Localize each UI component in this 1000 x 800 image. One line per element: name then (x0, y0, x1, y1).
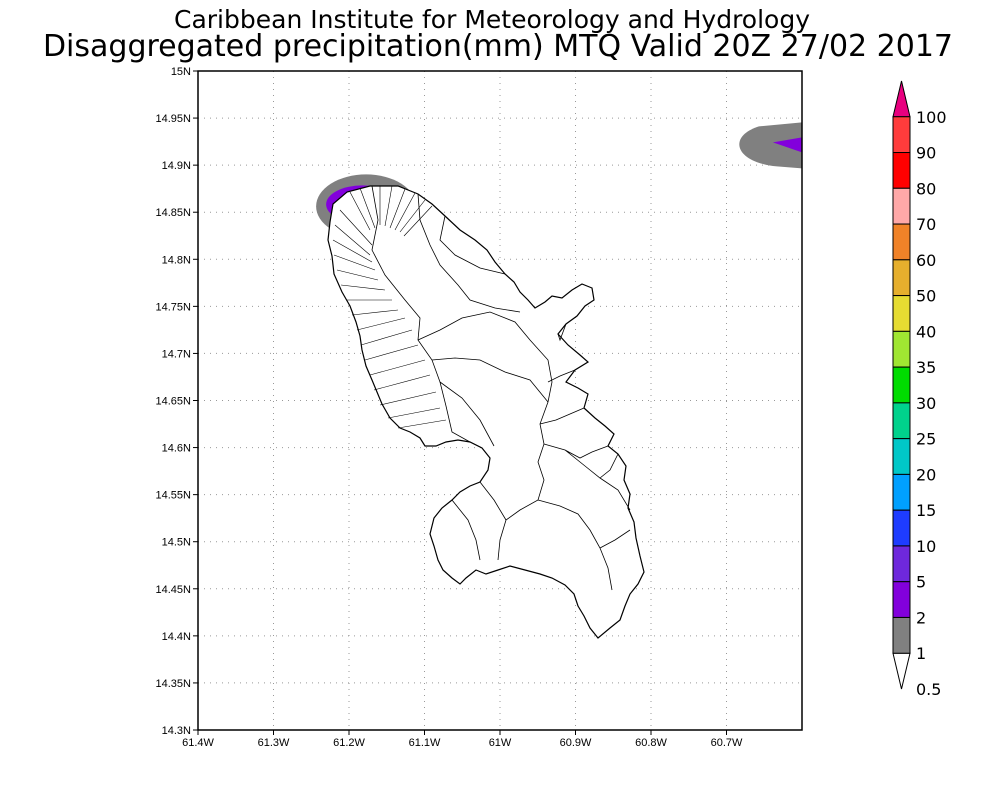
lon-tick-label: 61.1W (409, 737, 441, 749)
lon-tick-label: 60.9W (560, 737, 592, 749)
colorbar-segment (892, 652, 911, 690)
lat-tick-label: 14.85N (156, 207, 192, 219)
lat-tick-label: 14.95N (156, 113, 192, 125)
coastline (327, 185, 645, 639)
colorbar-label: 1 (916, 644, 926, 663)
lon-tick-label: 61.4W (182, 737, 214, 749)
colorbar-segment (892, 295, 911, 332)
precip-contour-0-5-northeast (739, 122, 802, 169)
colorbar-label: 5 (916, 573, 926, 592)
colorbar: 100 90 80 70 60 50 40 35 30 25 20 15 10 5 2 1 0.5 (892, 80, 947, 699)
colorbar-label: 25 (916, 430, 936, 449)
colorbar-label: 100 (916, 108, 947, 127)
colorbar-segment (892, 366, 911, 404)
colorbar-segment (892, 402, 911, 440)
colorbar-label: 2 (916, 608, 926, 627)
colorbar-label: 50 (916, 287, 936, 306)
lat-tick-label: 14.5N (162, 537, 191, 549)
lat-tick-label: 14.45N (156, 584, 192, 596)
colorbar-label: 0.5 (916, 680, 941, 699)
lat-tick-label: 14.7N (162, 348, 191, 360)
colorbar-segment (892, 616, 911, 654)
axis-ticks: 15N 14.95N 14.9N 14.85N 14.8N 14.75N 14.7N 14.6… (156, 66, 743, 749)
colorbar-segment (892, 473, 911, 511)
lon-tick-label: 60.8W (635, 737, 667, 749)
colorbar-segment (892, 152, 911, 189)
colorbar-segment (892, 223, 911, 261)
lon-tick-label: 61W (489, 737, 512, 749)
map-panel: 15N 14.95N 14.9N 14.85N 14.8N 14.75N 14.7N 14.6… (156, 66, 803, 749)
colorbar-label: 90 (916, 144, 936, 163)
colorbar-label: 10 (916, 537, 936, 556)
colorbar-label: 15 (916, 501, 936, 520)
lon-tick-label: 61.3W (258, 737, 290, 749)
lat-tick-label: 14.65N (156, 396, 192, 408)
island-outline (327, 185, 645, 639)
lon-tick-label: 61.2W (333, 737, 365, 749)
lat-tick-label: 14.6N (162, 443, 191, 455)
colorbar-segment (892, 187, 911, 225)
colorbar-label: 30 (916, 394, 936, 413)
colorbar-segment (892, 259, 911, 297)
lat-tick-label: 14.35N (156, 678, 192, 690)
lon-tick-label: 60.7W (711, 737, 743, 749)
colorbar-segment (892, 330, 911, 368)
colorbar-segment (892, 438, 911, 475)
colorbar-label: 35 (916, 358, 936, 377)
colorbar-segment (892, 116, 911, 154)
lat-tick-label: 14.4N (162, 631, 191, 643)
colorbar-segment (892, 80, 911, 118)
drainage-lines-northwest (332, 185, 447, 429)
colorbar-segment (892, 545, 911, 583)
precip-contour-2-northeast (772, 137, 802, 153)
colorbar-segment (892, 509, 911, 547)
title-institute: Caribbean Institute for Meteorology and … (174, 5, 810, 34)
colorbar-label: 60 (916, 251, 936, 270)
colorbar-label: 70 (916, 215, 936, 234)
lat-tick-label: 15N (171, 66, 191, 78)
colorbar-segment (892, 581, 911, 618)
watershed-boundaries (371, 185, 631, 591)
lat-tick-label: 14.55N (156, 490, 192, 502)
colorbar-label: 80 (916, 179, 936, 198)
lat-tick-label: 14.8N (162, 254, 191, 266)
colorbar-label: 20 (916, 465, 936, 484)
colorbar-label: 40 (916, 322, 936, 341)
lat-tick-label: 14.75N (156, 301, 192, 313)
lat-tick-label: 14.9N (162, 160, 191, 172)
title-product: Disaggregated precipitation(mm) MTQ Vali… (43, 29, 953, 64)
lat-tick-label: 14.3N (162, 725, 191, 737)
